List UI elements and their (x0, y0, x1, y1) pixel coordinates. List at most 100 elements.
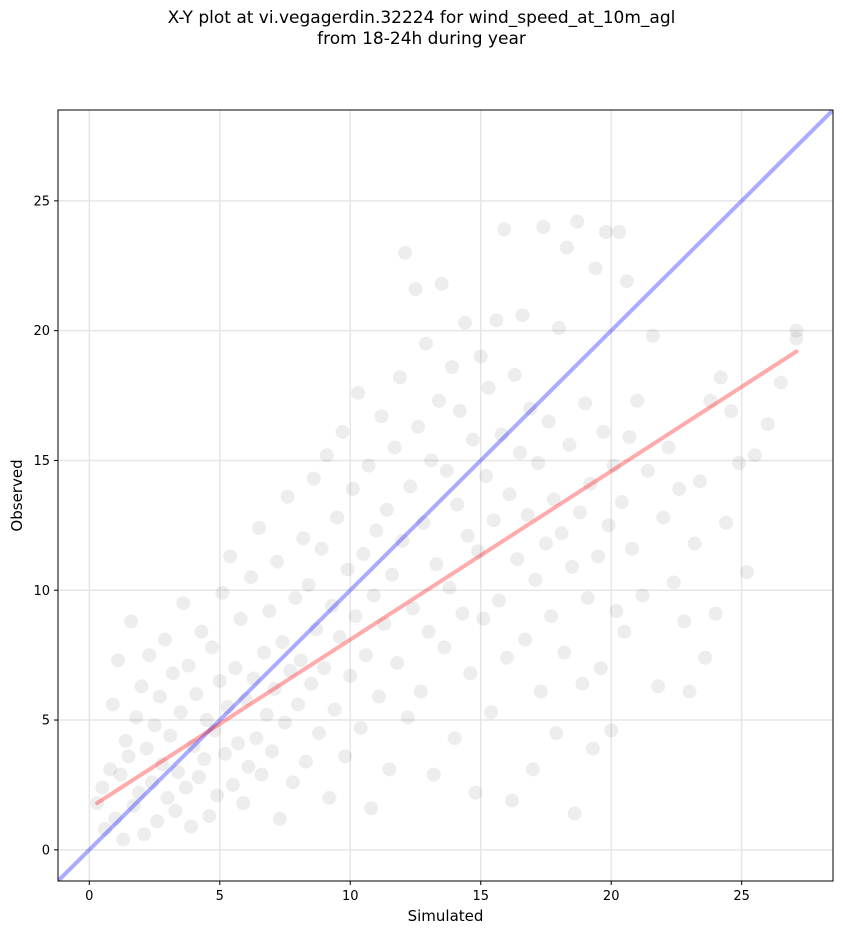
data-point (121, 749, 136, 764)
data-point (181, 658, 196, 673)
data-point (554, 526, 569, 541)
data-point (90, 796, 105, 811)
data-point (442, 580, 457, 595)
data-point (257, 645, 272, 660)
data-point (486, 513, 501, 528)
data-point (692, 474, 707, 489)
data-point (666, 575, 681, 590)
data-point (197, 751, 212, 766)
data-point (204, 640, 219, 655)
data-point (309, 622, 324, 637)
data-point (773, 375, 788, 390)
data-point (108, 811, 123, 826)
data-point (254, 767, 269, 782)
data-point (382, 762, 397, 777)
data-point (194, 624, 209, 639)
data-point (348, 609, 363, 624)
data-point (557, 645, 572, 660)
data-point (157, 632, 172, 647)
data-point (672, 482, 687, 497)
data-point (361, 458, 376, 473)
data-point (421, 624, 436, 639)
data-point (502, 487, 517, 502)
data-point (405, 601, 420, 616)
data-point (450, 497, 465, 512)
x-tick-label: 0 (85, 889, 93, 904)
data-point (455, 606, 470, 621)
data-point (366, 588, 381, 603)
data-point (760, 417, 775, 432)
data-point (215, 585, 230, 600)
data-point (231, 736, 246, 751)
data-point (225, 777, 240, 792)
data-point (306, 471, 321, 486)
axis-ticks: 0 5 10 15 20 25 0 5 10 15 20 25 (33, 194, 749, 904)
data-point (353, 720, 368, 735)
data-point (614, 494, 629, 509)
data-point (142, 648, 157, 663)
data-point (434, 276, 449, 291)
data-point (246, 671, 261, 686)
data-point (640, 463, 655, 478)
data-point (473, 349, 488, 364)
data-point (244, 570, 259, 585)
data-point (291, 697, 306, 712)
data-point (630, 393, 645, 408)
data-point (131, 785, 146, 800)
scatter-points (90, 214, 804, 847)
data-point (317, 661, 332, 676)
data-point (150, 814, 165, 829)
y-axis-label: Observed (8, 459, 26, 531)
data-point (385, 567, 400, 582)
data-point (458, 315, 473, 330)
data-point (565, 559, 580, 574)
data-point (703, 393, 718, 408)
data-point (465, 432, 480, 447)
data-point (739, 565, 754, 580)
data-point (97, 822, 112, 837)
data-point (379, 502, 394, 517)
data-point (588, 261, 603, 276)
data-point (220, 700, 235, 715)
y-tick-label: 25 (33, 194, 50, 209)
data-point (439, 463, 454, 478)
data-point (426, 767, 441, 782)
data-point (113, 767, 128, 782)
data-point (708, 606, 723, 621)
data-point (635, 588, 650, 603)
data-point (171, 764, 186, 779)
data-point (324, 598, 339, 613)
data-point (416, 515, 431, 530)
data-point (330, 510, 345, 525)
data-point (713, 370, 728, 385)
data-point (144, 775, 159, 790)
data-point (585, 741, 600, 756)
data-point (612, 225, 627, 240)
data-point (134, 679, 149, 694)
data-point (719, 515, 734, 530)
data-point (651, 679, 666, 694)
x-tick-label: 15 (472, 889, 489, 904)
identity-line (58, 110, 833, 881)
data-point (507, 367, 522, 382)
data-point (218, 746, 233, 761)
data-point (583, 476, 598, 491)
data-point (272, 811, 287, 826)
data-point (212, 674, 227, 689)
y-tick-label: 10 (33, 584, 50, 599)
data-point (724, 404, 739, 419)
chart-title-line-2: from 18-24h during year (317, 29, 526, 49)
data-point (275, 635, 290, 650)
data-point (371, 689, 386, 704)
data-point (189, 687, 204, 702)
data-point (687, 536, 702, 551)
data-point (463, 666, 478, 681)
data-point (452, 404, 467, 419)
data-point (111, 653, 126, 668)
data-point (319, 448, 334, 463)
data-point (163, 728, 178, 743)
data-point (137, 827, 152, 842)
data-point (619, 274, 634, 289)
regression-line (95, 349, 799, 806)
